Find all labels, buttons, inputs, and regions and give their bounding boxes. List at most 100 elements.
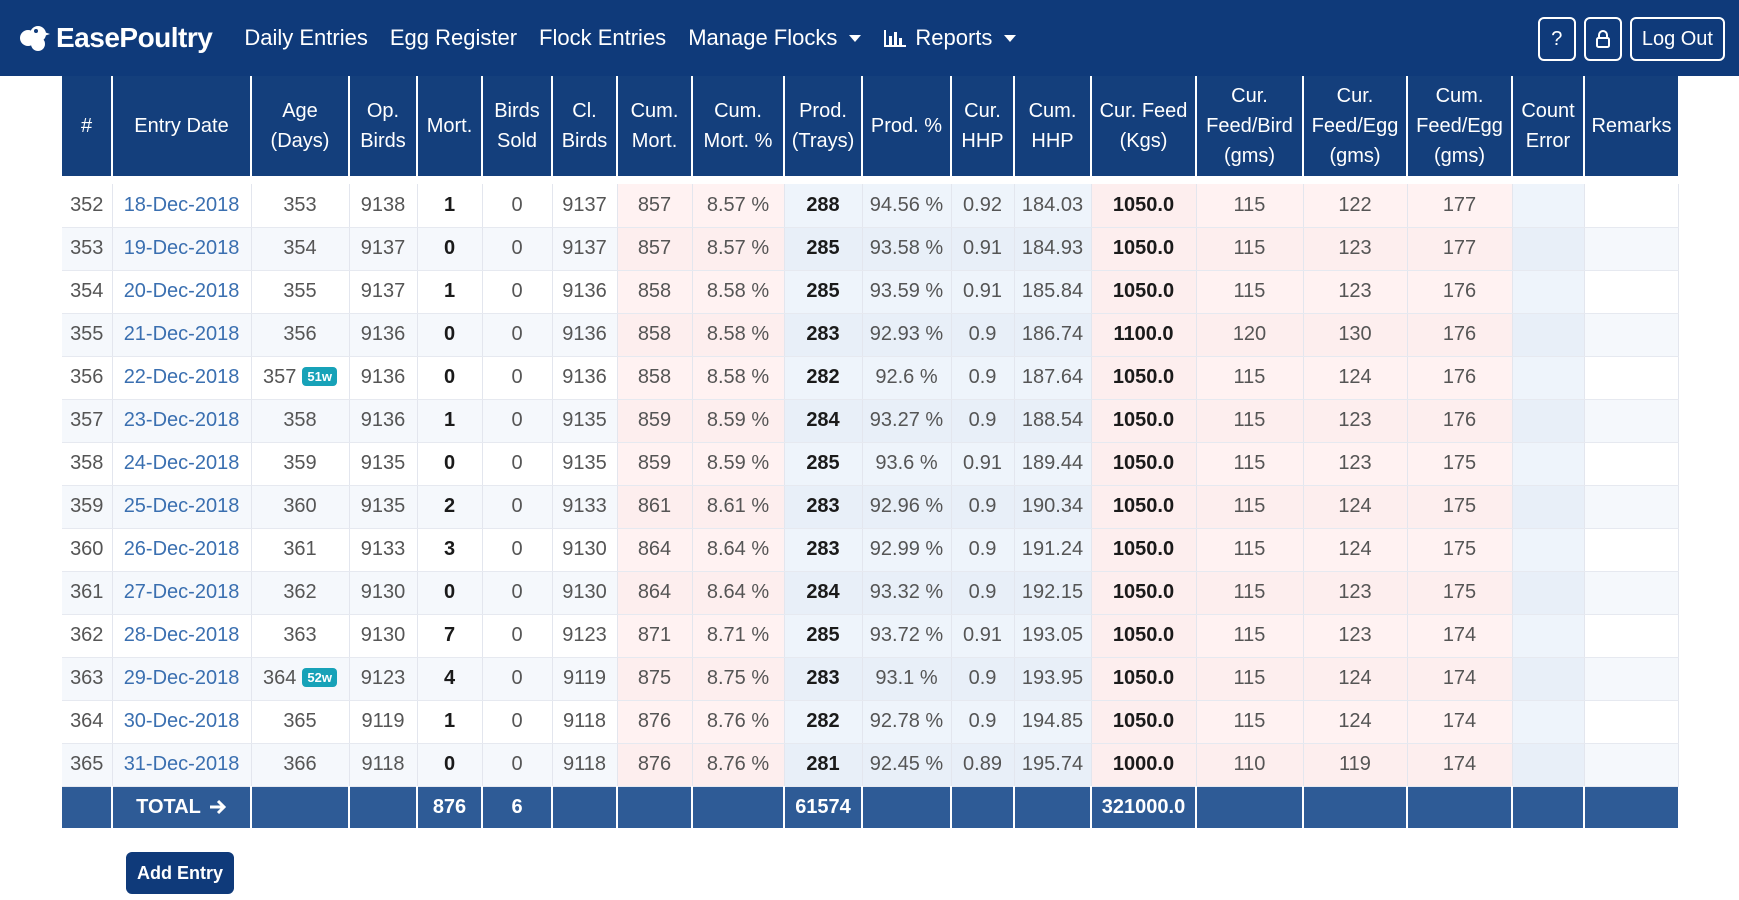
cell-cum-feed-per-egg: 176 bbox=[1407, 399, 1513, 443]
cell-cum-feed-per-egg: 174 bbox=[1407, 743, 1513, 787]
column-header-line: (Kgs) bbox=[1119, 130, 1168, 152]
cell-feed-per-egg: 124 bbox=[1303, 485, 1408, 529]
cell-entry-date[interactable]: 25-Dec-2018 bbox=[112, 485, 252, 529]
header-spacer bbox=[62, 176, 1678, 184]
help-button[interactable]: ? bbox=[1537, 17, 1576, 61]
nav-manage-flocks-label: Manage Flocks bbox=[688, 25, 838, 50]
cell-entry-date[interactable]: 28-Dec-2018 bbox=[112, 614, 252, 658]
header-row: # Entry Date Age (Days) Op. Birds Mort. Birds So… bbox=[62, 76, 1678, 176]
cell-cur-feed: 1100.0 bbox=[1091, 313, 1197, 357]
cell-count-error bbox=[1512, 442, 1585, 486]
cell-number: 353 bbox=[62, 227, 113, 271]
column-header-line: Feed/Egg bbox=[1311, 115, 1399, 137]
cell-mortality: 0 bbox=[417, 571, 483, 615]
brand[interactable]: EasePoultry bbox=[16, 20, 213, 56]
cell-cum-mort: 858 bbox=[617, 313, 693, 357]
cell-cl-birds: 9135 bbox=[552, 442, 618, 486]
cell-entry-date[interactable]: 22-Dec-2018 bbox=[112, 356, 252, 400]
cell-mortality: 0 bbox=[417, 227, 483, 271]
column-header-line: (gms) bbox=[1329, 145, 1381, 167]
column-header: Cur. Feed/Egg (gms) bbox=[1303, 76, 1408, 176]
cell-birds-sold: 0 bbox=[482, 528, 553, 572]
cell-cl-birds: 9135 bbox=[552, 399, 618, 443]
cell-cur-feed: 1000.0 bbox=[1091, 743, 1197, 787]
column-header: Birds Sold bbox=[482, 76, 553, 176]
cell-feed-per-bird: 115 bbox=[1196, 571, 1304, 615]
cell-remarks bbox=[1584, 700, 1679, 744]
totals-label-cell: TOTAL bbox=[112, 786, 252, 828]
cell-cl-birds: 9130 bbox=[552, 528, 618, 572]
nav-flock-entries[interactable]: Flock Entries bbox=[539, 25, 667, 50]
cell-birds-sold: 0 bbox=[482, 270, 553, 314]
column-header: Prod. (Trays) bbox=[784, 76, 863, 176]
cell-birds-sold: 0 bbox=[482, 743, 553, 787]
cell-age: 355 bbox=[251, 270, 350, 314]
age-value: 360 bbox=[283, 495, 317, 517]
cell-entry-date[interactable]: 18-Dec-2018 bbox=[112, 184, 252, 228]
cell-cum-hhp: 189.44 bbox=[1014, 442, 1092, 486]
cell-cum-feed-per-egg: 176 bbox=[1407, 270, 1513, 314]
column-header: Cur. Feed (Kgs) bbox=[1091, 76, 1197, 176]
cell-cum-mort-pct: 8.64 % bbox=[692, 528, 785, 572]
cell-op-birds: 9119 bbox=[349, 700, 418, 744]
cell-cum-mort: 864 bbox=[617, 571, 693, 615]
cell-remarks bbox=[1584, 657, 1679, 701]
cell-cur-hhp: 0.9 bbox=[951, 657, 1015, 701]
cell-entry-date[interactable]: 19-Dec-2018 bbox=[112, 227, 252, 271]
cell-cur-feed: 1050.0 bbox=[1091, 614, 1197, 658]
cell-remarks bbox=[1584, 356, 1679, 400]
cell-entry-date[interactable]: 23-Dec-2018 bbox=[112, 399, 252, 443]
cell-op-birds: 9130 bbox=[349, 571, 418, 615]
age-value: 353 bbox=[283, 193, 317, 216]
cell-prod-trays: 283 bbox=[784, 528, 863, 572]
cell-prod-pct: 92.96 % bbox=[862, 485, 952, 529]
cell-cl-birds: 9136 bbox=[552, 356, 618, 400]
lock-button[interactable] bbox=[1583, 17, 1622, 61]
cell-cur-hhp: 0.9 bbox=[951, 528, 1015, 572]
cell-cum-mort-pct: 8.58 % bbox=[692, 270, 785, 314]
cell-prod-pct: 93.59 % bbox=[862, 270, 952, 314]
cell-number: 361 bbox=[62, 571, 113, 615]
cell-cur-hhp: 0.91 bbox=[951, 270, 1015, 314]
column-header-line: Sold bbox=[496, 130, 538, 152]
column-header: Cum. Mort. bbox=[617, 76, 693, 176]
cell-cum-mort: 859 bbox=[617, 442, 693, 486]
table-row: 359 25-Dec-2018 360 9135 2 0 9133 861 8.61 % 283 9… bbox=[62, 485, 1679, 529]
cell-feed-per-bird: 115 bbox=[1196, 442, 1304, 486]
cell-entry-date[interactable]: 24-Dec-2018 bbox=[112, 442, 252, 486]
cell-cum-feed-per-egg: 176 bbox=[1407, 313, 1513, 357]
add-entry-button[interactable]: Add Entry bbox=[126, 852, 234, 894]
cell-cum-hhp: 193.95 bbox=[1014, 657, 1092, 701]
cell-feed-per-bird: 115 bbox=[1196, 270, 1304, 314]
totals-empty bbox=[862, 786, 952, 828]
cell-entry-date[interactable]: 21-Dec-2018 bbox=[112, 313, 252, 357]
nav-reports-dropdown[interactable]: Reports bbox=[883, 25, 1017, 51]
cell-prod-pct: 94.56 % bbox=[862, 184, 952, 228]
nav-egg-register[interactable]: Egg Register bbox=[389, 25, 518, 50]
cell-cum-mort: 857 bbox=[617, 227, 693, 271]
caret-down-icon bbox=[1004, 34, 1017, 42]
column-header-line: Cum. bbox=[1435, 85, 1484, 107]
nav-daily-entries[interactable]: Daily Entries bbox=[244, 25, 368, 50]
cell-entry-date[interactable]: 20-Dec-2018 bbox=[112, 270, 252, 314]
cell-feed-per-bird: 115 bbox=[1196, 399, 1304, 443]
cell-mortality: 1 bbox=[417, 184, 483, 228]
cell-entry-date[interactable]: 29-Dec-2018 bbox=[112, 657, 252, 701]
cell-age: 365 bbox=[251, 700, 350, 744]
column-header: Mort. bbox=[417, 76, 483, 176]
cell-cl-birds: 9133 bbox=[552, 485, 618, 529]
cell-birds-sold: 0 bbox=[482, 442, 553, 486]
cell-entry-date[interactable]: 30-Dec-2018 bbox=[112, 700, 252, 744]
cell-entry-date[interactable]: 26-Dec-2018 bbox=[112, 528, 252, 572]
cell-mortality: 4 bbox=[417, 657, 483, 701]
totals-empty bbox=[349, 786, 418, 828]
table-row: 362 28-Dec-2018 363 9130 7 0 9123 871 8.71 % 285 9… bbox=[62, 614, 1679, 658]
logout-button[interactable]: Log Out bbox=[1629, 17, 1725, 61]
daily-entries-table-container: # Entry Date Age (Days) Op. Birds Mort. Birds So… bbox=[62, 76, 1679, 828]
cell-feed-per-bird: 120 bbox=[1196, 313, 1304, 357]
cell-remarks bbox=[1584, 614, 1679, 658]
cell-entry-date[interactable]: 31-Dec-2018 bbox=[112, 743, 252, 787]
cell-remarks bbox=[1584, 270, 1679, 314]
nav-manage-flocks-dropdown[interactable]: Manage Flocks bbox=[688, 25, 862, 51]
cell-entry-date[interactable]: 27-Dec-2018 bbox=[112, 571, 252, 615]
